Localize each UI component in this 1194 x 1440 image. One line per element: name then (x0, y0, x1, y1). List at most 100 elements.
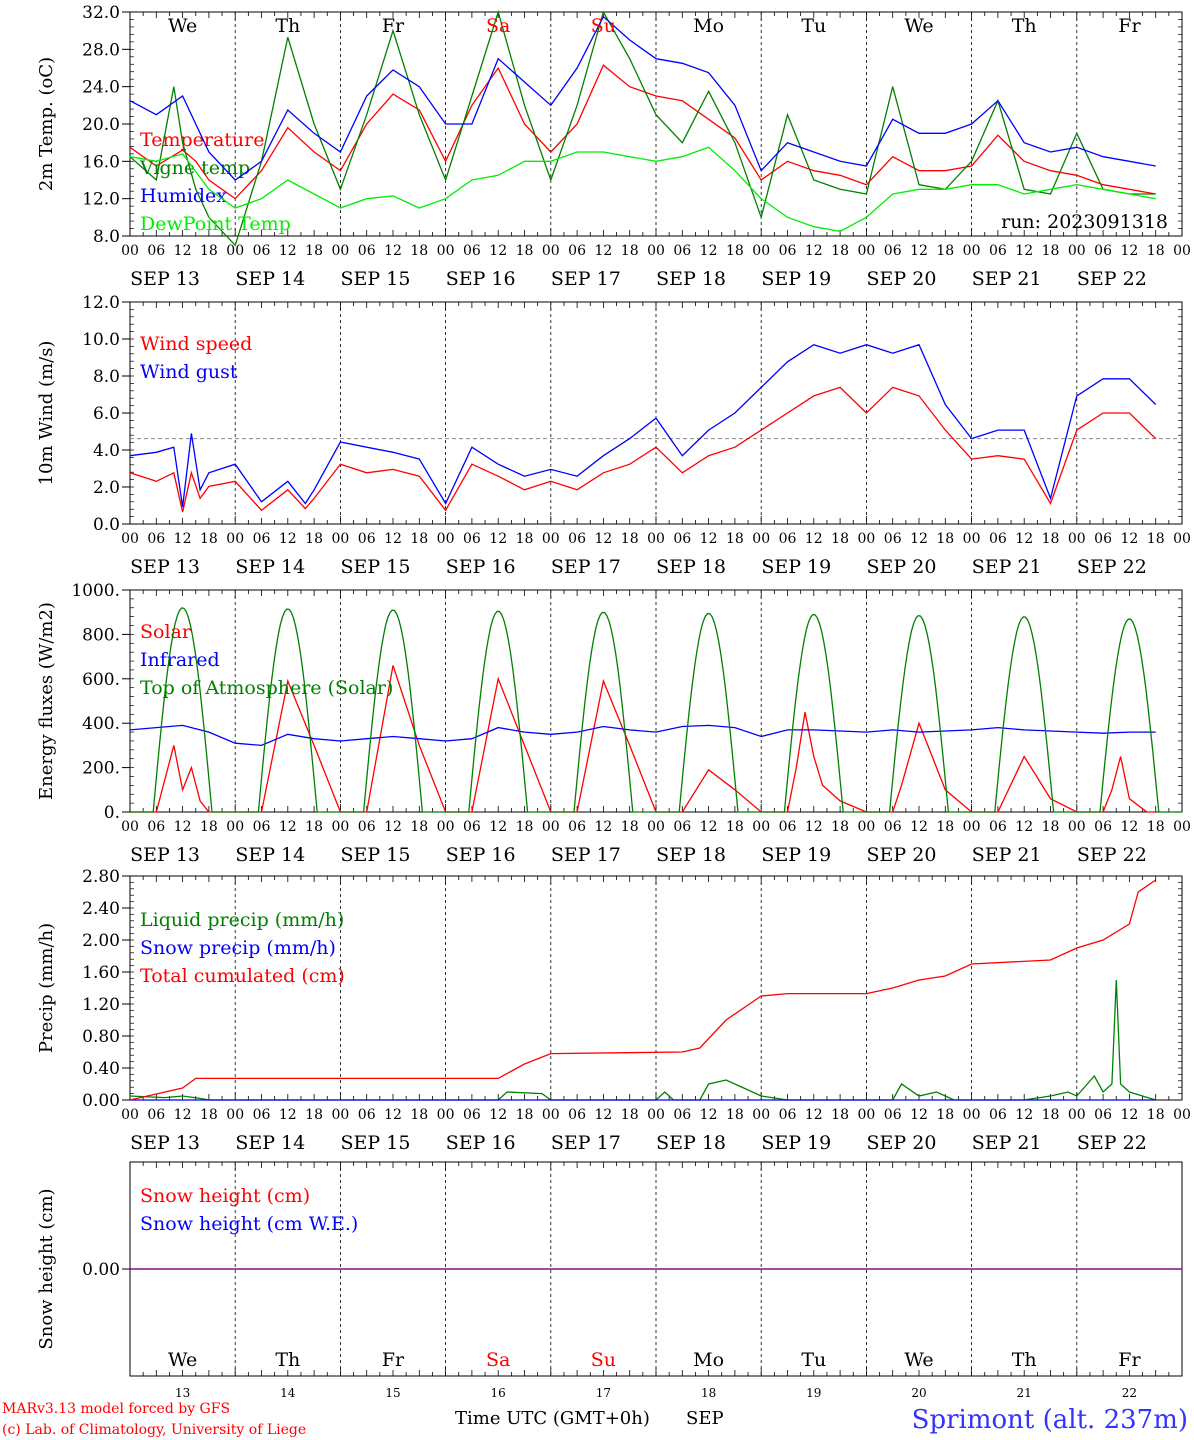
hour-tick-label: 00 (437, 243, 455, 259)
hour-tick-label: 12 (279, 243, 297, 259)
weekday-label: Sa (486, 1349, 510, 1371)
hour-tick-label: 18 (410, 531, 428, 547)
hour-tick-label: 06 (147, 243, 165, 259)
hour-tick-label: 18 (726, 819, 744, 835)
legend-entry: Temperature (140, 129, 264, 151)
hour-tick-label: 00 (331, 819, 349, 835)
hour-tick-label: 12 (384, 531, 402, 547)
y-tick-label: 2.40 (82, 899, 120, 919)
date-label: SEP 17 (551, 844, 621, 866)
series-line-dewpoint-temp (129, 146, 1156, 232)
hour-tick-label: 00 (1173, 243, 1191, 259)
time-axis-label: Time UTC (GMT+0h) (455, 1408, 650, 1429)
y-tick-label: 12.0 (82, 293, 120, 313)
date-label: SEP 17 (551, 1132, 621, 1154)
hour-tick-label: 00 (1173, 1107, 1191, 1123)
hour-tick-label: 12 (384, 1107, 402, 1123)
y-axis-label: Snow height (cm) (36, 1188, 57, 1349)
date-label: SEP 16 (446, 1132, 516, 1154)
y-tick-label: 1.20 (82, 995, 120, 1015)
hour-tick-label: 12 (489, 243, 507, 259)
hour-tick-label: 00 (857, 531, 875, 547)
y-tick-label: 2.00 (82, 931, 120, 951)
y-tick-label: 800. (82, 625, 120, 645)
hour-tick-label: 12 (594, 819, 612, 835)
legend-entry: Total cumulated (cm) (140, 965, 345, 987)
weekday-label: Tu (801, 1349, 826, 1371)
hour-tick-label: 06 (884, 1107, 902, 1123)
hour-tick-label: 00 (647, 1107, 665, 1123)
day-number-label: 16 (491, 1386, 506, 1400)
footer: MARv3.13 model forced by GFS (c) Lab. of… (2, 1401, 1188, 1438)
hour-tick-label: 12 (1015, 531, 1033, 547)
hour-tick-label: 06 (358, 1107, 376, 1123)
hour-tick-label: 18 (1147, 819, 1165, 835)
weekday-label: Fr (382, 1349, 405, 1371)
date-label: SEP 14 (235, 1132, 305, 1154)
hour-tick-label: 00 (1173, 531, 1191, 547)
y-tick-label: 0. (104, 803, 120, 823)
hour-tick-label: 06 (673, 819, 691, 835)
hour-tick-label: 18 (831, 1107, 849, 1123)
hour-tick-label: 06 (463, 243, 481, 259)
y-tick-label: 10.0 (82, 330, 120, 350)
hour-tick-label: 06 (568, 819, 586, 835)
y-tick-label: 0.00 (82, 1091, 120, 1111)
hour-tick-label: 06 (779, 1107, 797, 1123)
weekday-label: Fr (1118, 15, 1141, 37)
y-tick-label: 200. (82, 759, 120, 779)
hour-tick-label: 12 (805, 531, 823, 547)
date-label: SEP 21 (972, 268, 1042, 290)
hour-tick-label: 06 (253, 1107, 271, 1123)
hour-tick-label: 06 (1094, 243, 1112, 259)
hour-tick-label: 18 (726, 531, 744, 547)
panel-1: 8.0 12.0 16.0 20.0 24.0 28.0 32.0 2m Temp. (oC)… (36, 3, 1191, 290)
y-axis-label: 10m Wind (m/s) (36, 341, 57, 486)
series-line-liquid-precip-mm-h- (129, 979, 1156, 1101)
date-label: SEP 13 (130, 268, 200, 290)
hour-tick-label: 18 (1042, 243, 1060, 259)
hour-tick-label: 06 (989, 819, 1007, 835)
day-number-label: 21 (1017, 1386, 1032, 1400)
hour-tick-label: 06 (989, 1107, 1007, 1123)
hour-tick-label: 00 (752, 243, 770, 259)
hour-tick-label: 06 (884, 819, 902, 835)
series-line-wind-speed (129, 386, 1157, 513)
date-label: SEP 14 (235, 268, 305, 290)
hour-tick-label: 18 (200, 1107, 218, 1123)
y-tick-label: 4.0 (93, 441, 120, 461)
hour-tick-label: 18 (516, 243, 534, 259)
hour-tick-label: 12 (594, 243, 612, 259)
hour-tick-label: 12 (174, 1107, 192, 1123)
hour-tick-label: 12 (910, 1107, 928, 1123)
hour-tick-label: 18 (621, 243, 639, 259)
date-label: SEP 21 (972, 556, 1042, 578)
y-axis-label: Precip (mm/h) (36, 923, 57, 1053)
hour-tick-label: 12 (594, 1107, 612, 1123)
hour-tick-label: 00 (226, 1107, 244, 1123)
hour-tick-label: 00 (121, 819, 139, 835)
hour-tick-label: 00 (857, 819, 875, 835)
hour-tick-label: 12 (805, 243, 823, 259)
run-annotation: run: 2023091318 (1001, 211, 1168, 233)
hour-tick-label: 06 (779, 819, 797, 835)
weekday-label: Th (1012, 15, 1037, 37)
hour-tick-label: 18 (305, 1107, 323, 1123)
hour-tick-label: 06 (673, 243, 691, 259)
weekday-label: Th (1012, 1349, 1037, 1371)
hour-tick-label: 18 (621, 1107, 639, 1123)
date-label: SEP 19 (761, 844, 831, 866)
date-label: SEP 18 (656, 1132, 726, 1154)
hour-tick-label: 12 (594, 531, 612, 547)
hour-tick-label: 00 (1173, 819, 1191, 835)
hour-tick-label: 00 (647, 531, 665, 547)
hour-tick-label: 00 (121, 1107, 139, 1123)
hour-tick-label: 12 (174, 819, 192, 835)
hour-tick-label: 18 (200, 819, 218, 835)
legend-entry: Wind speed (140, 333, 252, 355)
hour-tick-label: 18 (726, 243, 744, 259)
date-label: SEP 21 (972, 1132, 1042, 1154)
date-label: SEP 20 (867, 268, 937, 290)
hour-tick-label: 18 (1042, 531, 1060, 547)
